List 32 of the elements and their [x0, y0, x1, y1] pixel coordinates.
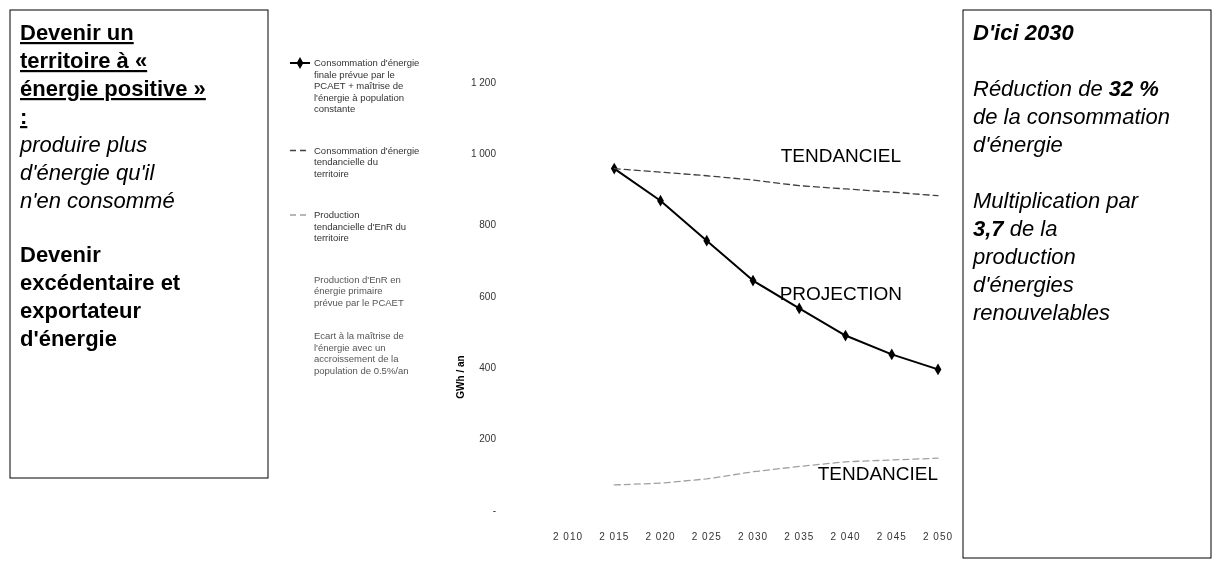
text: Devenir un territoire à « énergie positive » :	[20, 20, 206, 129]
x-tick-label: 2 050	[922, 531, 954, 542]
y-tick-label: 600	[479, 290, 497, 302]
x-tick-label: 2 010	[552, 531, 584, 542]
text: Multiplication par 3,7 de la production d'énergies renouvelables	[972, 188, 1140, 325]
x-tick-label: 2 030	[737, 531, 769, 542]
x-tick-label: 2 045	[876, 531, 907, 542]
line-series	[613, 457, 939, 486]
y-tick-label: -	[492, 504, 496, 516]
y-tick-label: 200	[479, 433, 497, 445]
y-tick-label: 1 200	[470, 76, 497, 88]
x-tick-label: 2 035	[784, 531, 815, 542]
x-tick-label: 2 020	[645, 531, 676, 542]
annotation: TENDANCIEL	[817, 462, 939, 484]
x-tick-label: 2 015	[599, 531, 630, 542]
x-tick-label: 2 040	[830, 531, 861, 542]
text: Ecart à la maîtrise de l'énergie avec un accroissement de la population de 0.5%/an	[314, 330, 409, 376]
annotation: TENDANCIEL	[780, 144, 902, 166]
y-tick-label: 1 000	[470, 147, 497, 159]
text: Réduction de 32 % de la consommation d'énergie	[973, 76, 1170, 157]
x-tick-label: 2 025	[691, 531, 722, 542]
text: Devenir excédentaire et exportateur d'énergie	[20, 242, 181, 351]
y-axis-title: GWh / an	[455, 355, 466, 399]
text: produire plus d'énergie qu'il n'en consommé	[19, 132, 175, 213]
y-tick-label: 400	[479, 361, 497, 373]
legend-label: Production tendancielle d'EnR du territoire	[314, 209, 407, 243]
annotation: PROJECTION	[779, 282, 903, 304]
y-tick-label: 800	[479, 219, 497, 231]
legend-label: Consommation d'énergie finale prévue par le PCAET + maîtrise de l'énergie à population constante	[314, 57, 420, 114]
text: Production d'EnR en énergie primaire prévue par le PCAET	[314, 273, 404, 308]
text: D'ici 2030	[973, 20, 1075, 45]
legend-label: Consommation d'énergie tendancielle du territoire	[314, 144, 420, 179]
